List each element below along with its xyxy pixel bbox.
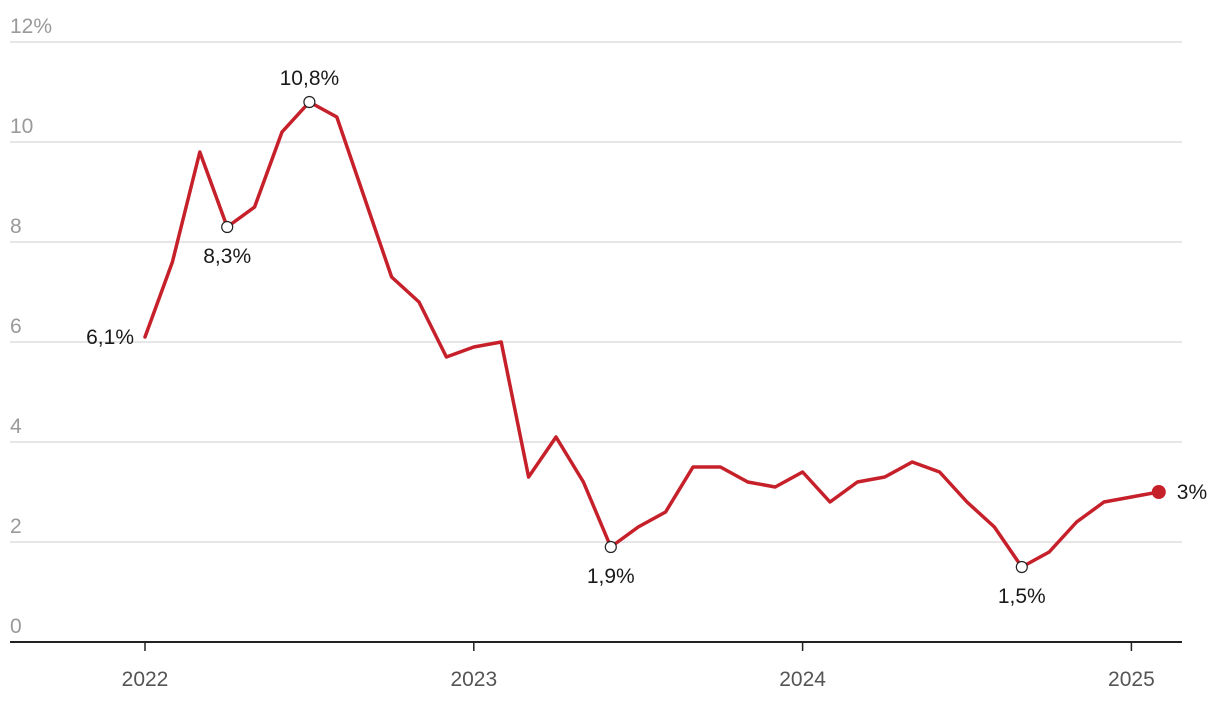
x-tick-label: 2024 xyxy=(779,668,826,691)
annotation-marker xyxy=(303,95,316,109)
x-tick-label: 2023 xyxy=(450,668,497,691)
end-point-marker xyxy=(1151,485,1166,499)
grid-lines xyxy=(10,41,1182,543)
data-label: 10,8% xyxy=(280,67,340,90)
annotations-layer: 6,1% 8,3% 10,8% 1,9% 1,5% 3% xyxy=(86,67,1207,608)
x-tick-label: 2025 xyxy=(1108,668,1155,691)
data-label: 1,9% xyxy=(587,565,635,588)
data-label: 8,3% xyxy=(203,245,251,268)
y-tick-label: 6 xyxy=(10,315,22,338)
y-tick-label: 2 xyxy=(10,515,22,538)
x-axis-ticks: 2022 2023 2024 2025 xyxy=(122,642,1155,691)
y-tick-label: 4 xyxy=(10,415,22,438)
y-tick-label: 0 xyxy=(10,615,22,638)
x-tick-label: 2022 xyxy=(122,668,169,691)
y-tick-label: 10 xyxy=(10,115,33,138)
data-label: 6,1% xyxy=(86,326,134,349)
annotation-marker xyxy=(221,220,234,234)
series-layer xyxy=(143,100,1161,569)
annotation-marker xyxy=(1015,560,1028,574)
annotation-marker xyxy=(604,540,617,554)
data-label: 3% xyxy=(1177,481,1207,504)
y-tick-label: 12% xyxy=(10,15,52,38)
y-tick-label: 8 xyxy=(10,215,22,238)
data-label: 1,5% xyxy=(998,585,1046,608)
series-line xyxy=(143,100,1161,569)
y-axis-ticks: 0 2 4 6 8 10 12% xyxy=(10,15,52,638)
